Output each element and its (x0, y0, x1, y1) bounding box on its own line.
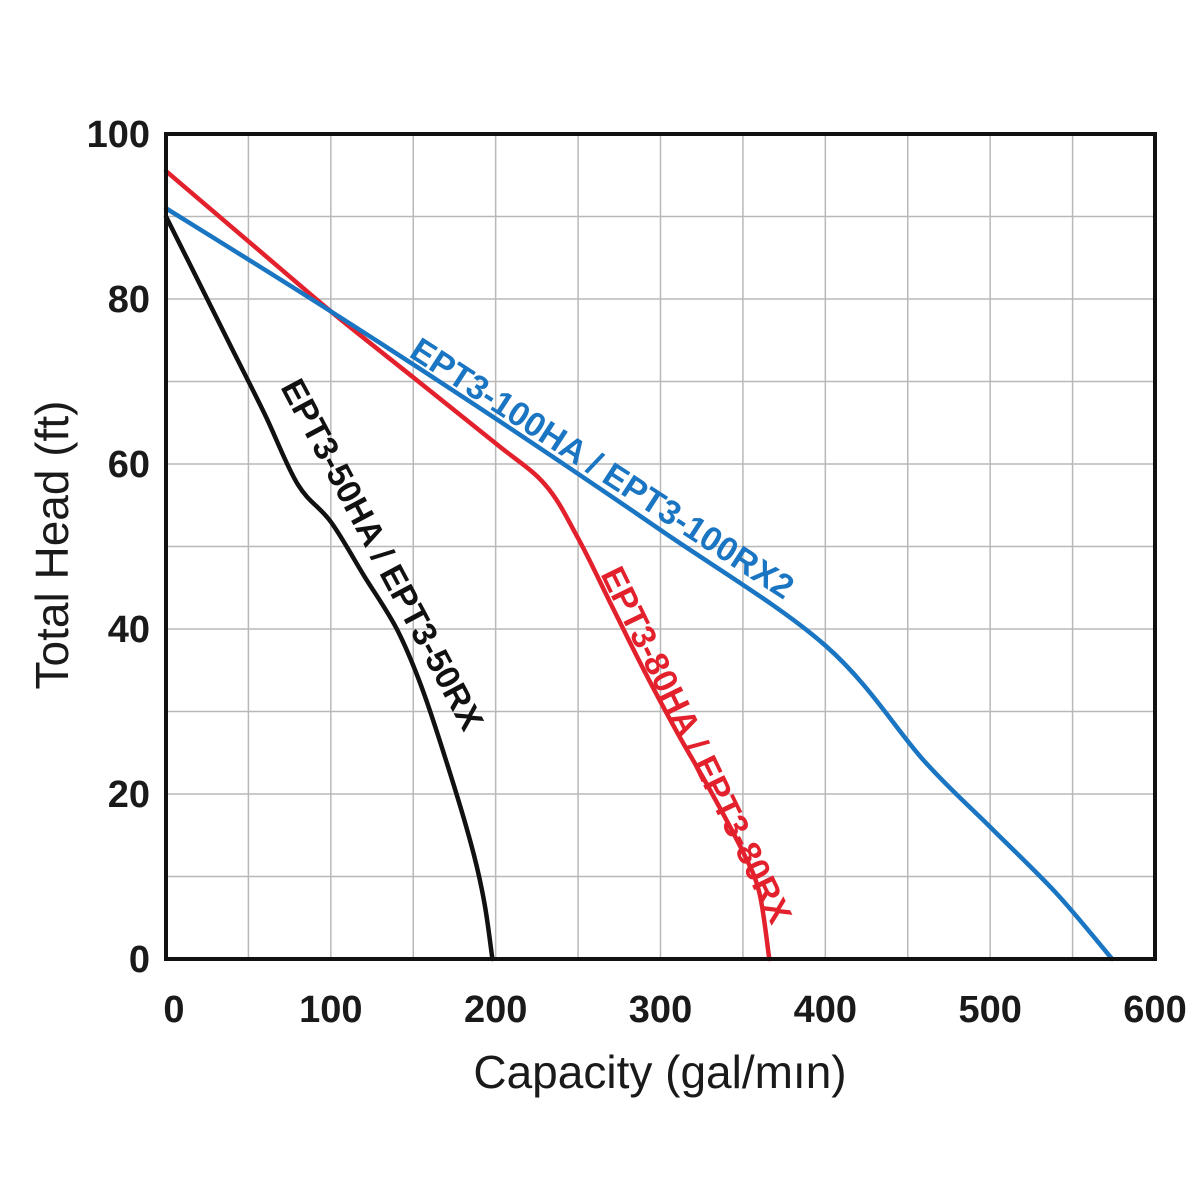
tick-labels: 0 100 200 300 400 500 600 0 20 40 60 80 100 (87, 114, 1187, 1031)
x-tick-label: 500 (958, 989, 1021, 1031)
grid (166, 134, 1155, 959)
series-label-ept3-50: EPT3-50HA / EPT3-50RX (273, 373, 491, 737)
curves (163, 168, 1115, 962)
x-tick-label: 300 (629, 989, 692, 1031)
series-label-ept3-100: EPT3-100HA / EPT3-100RX2 (404, 331, 801, 607)
x-tick-label: 600 (1123, 989, 1186, 1031)
y-axis-label: Total Head (ft) (26, 401, 78, 690)
y-tick-label: 0 (129, 939, 150, 981)
series-line-2 (163, 206, 1115, 962)
x-tick-label: 100 (299, 989, 362, 1031)
x-axis-label: Capacity (gal/mın) (473, 1046, 846, 1098)
y-tick-label: 60 (108, 444, 150, 486)
series-label-ept3-80: EPT3-80HA / EPT3-80RX (593, 561, 799, 930)
y-tick-label: 40 (108, 609, 150, 651)
y-tick-label: 20 (108, 774, 150, 816)
y-tick-label: 100 (87, 114, 150, 156)
x-tick-label: 400 (794, 989, 857, 1031)
x-tick-label: 0 (163, 989, 184, 1031)
y-tick-label: 80 (108, 279, 150, 321)
series-line-1 (163, 168, 772, 962)
series-line-0 (163, 214, 495, 962)
x-tick-label: 200 (464, 989, 527, 1031)
plot-frame (164, 132, 1157, 961)
